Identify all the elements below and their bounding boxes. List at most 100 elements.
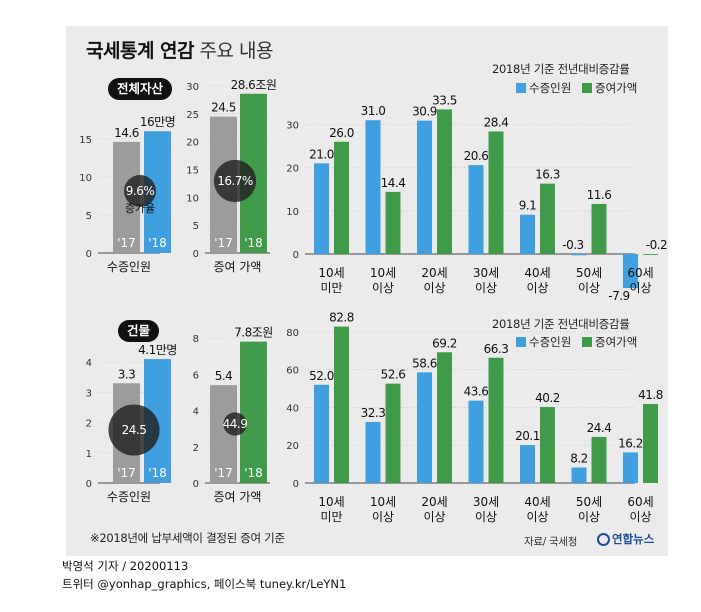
- bar-recipients: [623, 254, 638, 289]
- y-tick-label: 4: [193, 407, 199, 418]
- y-tick-label: 3: [86, 388, 92, 399]
- bar-recipients: [365, 421, 381, 483]
- y-tick-label: 1: [86, 449, 92, 460]
- bar-value-label: 28.6조원: [231, 78, 277, 92]
- legend-item-green-top: 증여가액: [582, 80, 637, 96]
- bar-value-label: 31.0: [361, 104, 386, 118]
- bar-gift-amount: [643, 404, 658, 483]
- bar-year-label: '18: [244, 466, 263, 480]
- bar-value-label: 30.9: [412, 105, 437, 119]
- category-label: 이상: [578, 281, 600, 295]
- category-label: 10세: [318, 495, 344, 509]
- bar-gift-amount: [540, 407, 555, 483]
- section-badge-buildings: 건물: [118, 320, 160, 342]
- growth-rate-value: 24.5: [122, 423, 147, 437]
- growth-rate-caption: 증가율: [125, 202, 155, 215]
- bar-value-label: 52.0: [309, 369, 334, 383]
- legend-item-blue-bottom: 수증인원: [516, 334, 571, 350]
- category-label: 이상: [475, 510, 497, 524]
- y-tick-label: 40: [286, 403, 299, 414]
- y-tick-label: 20: [286, 164, 299, 175]
- category-label: 40세: [524, 266, 550, 280]
- y-tick-label: 10: [79, 173, 92, 184]
- bar-value-label: 16.3: [535, 168, 560, 182]
- bar-recipients: [571, 467, 587, 483]
- legend-swatch-green: [582, 83, 592, 93]
- bar-value-label: 5.4: [215, 369, 233, 383]
- footnote: ※2018년에 납부세액이 결정된 증여 기준: [90, 531, 285, 545]
- category-label: 이상: [526, 281, 548, 295]
- y-tick-label: 60: [286, 366, 299, 377]
- bar-value-label: 58.6: [412, 356, 437, 370]
- y-tick-label: 5: [193, 221, 199, 232]
- bar-value-label: 24.5: [211, 101, 236, 115]
- bar-value-label: 8.2: [570, 452, 588, 466]
- x-axis-label: 증여 가액: [214, 260, 262, 274]
- y-tick-label: 0: [193, 249, 199, 260]
- y-tick-label: 0: [86, 249, 92, 260]
- bar-value-label: 32.3: [361, 406, 386, 420]
- category-label: 이상: [423, 510, 445, 524]
- category-label: 20세: [421, 266, 447, 280]
- bar-value-label: 11.6: [587, 188, 612, 202]
- legend-label: 수증인원: [529, 81, 572, 95]
- bar-recipients: [417, 120, 432, 254]
- category-label: 20세: [421, 495, 447, 509]
- bar-recipients: [468, 400, 484, 483]
- category-label: 30세: [473, 495, 499, 509]
- bar-value-label: 24.4: [587, 421, 612, 435]
- title-bold: 국세통계 연감: [86, 40, 195, 62]
- bar-year-label: '17: [117, 236, 136, 250]
- bar-recipients: [314, 384, 329, 483]
- legend-label: 증여가액: [595, 81, 638, 95]
- logo-text: 연합뉴스: [612, 532, 655, 546]
- y-tick-label: 25: [186, 110, 199, 121]
- bar-recipients: [365, 120, 381, 254]
- legend-swatch-green: [582, 337, 592, 347]
- bar-recipients: [623, 452, 638, 483]
- y-tick-label: 10: [286, 207, 299, 218]
- legend-swatch-blue: [516, 337, 526, 347]
- y-tick-label: 20: [186, 138, 199, 149]
- y-tick-label: 2: [86, 419, 92, 430]
- bar-gift-amount: [437, 352, 452, 483]
- category-label: 이상: [526, 510, 548, 524]
- category-label: 이상: [578, 510, 600, 524]
- bar-value-label: 14.4: [381, 176, 406, 190]
- bar-gift-amount: [591, 436, 607, 483]
- bar-value-label: 4.1만명: [138, 343, 177, 357]
- bar-gift-amount: [437, 109, 452, 254]
- bar-gift-amount: [488, 357, 504, 483]
- legend-swatch-blue: [516, 83, 526, 93]
- y-tick-label: 8: [193, 334, 199, 345]
- bar-value-label: 20.6: [464, 149, 489, 163]
- category-label: 30세: [473, 266, 499, 280]
- bar-value-label: 43.6: [464, 385, 489, 399]
- y-tick-label: 80: [286, 328, 299, 339]
- legend-title-bottom: 2018년 기준 전년대비증감률: [492, 317, 630, 331]
- y-tick-label: 15: [186, 166, 199, 177]
- bar-recipients: [520, 214, 535, 254]
- bar-value-label: 20.1: [515, 429, 540, 443]
- y-tick-label: 0: [86, 479, 92, 490]
- x-axis-label: 수증인원: [107, 490, 151, 504]
- category-label: 60세: [627, 266, 653, 280]
- y-tick-label: 5: [86, 211, 92, 222]
- bar-gift-amount: [591, 203, 607, 254]
- bar-value-label: 66.3: [484, 342, 509, 356]
- legend-label: 증여가액: [595, 335, 638, 349]
- title-light: 주요 내용: [199, 40, 274, 62]
- legend-title-top: 2018년 기준 전년대비증감률: [492, 62, 630, 76]
- x-axis-label: 수증인원: [107, 260, 151, 274]
- bar-value-label: 3.3: [118, 367, 136, 381]
- legend-label: 수증인원: [529, 335, 572, 349]
- growth-rate-value: 44.9: [223, 417, 248, 431]
- legend-item-blue-top: 수증인원: [516, 80, 571, 96]
- category-label: 이상: [372, 281, 394, 295]
- y-tick-label: 0: [193, 479, 199, 490]
- bar-year-label: '17: [117, 466, 136, 480]
- category-label: 10세: [370, 495, 396, 509]
- growth-rate-value: 9.6%: [126, 184, 155, 198]
- bar-value-label: 16만명: [140, 115, 175, 129]
- bar-value-label: 21.0: [309, 147, 334, 161]
